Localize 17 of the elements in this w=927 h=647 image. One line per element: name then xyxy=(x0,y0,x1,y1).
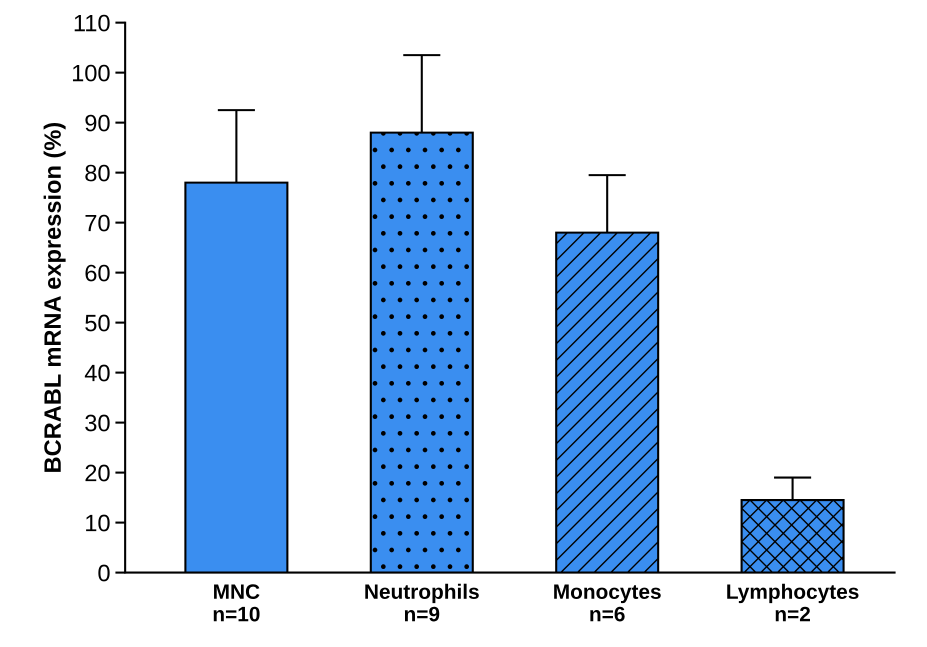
y-tick-label: 30 xyxy=(85,414,110,432)
x-tick-label: Neutrophils n=9 xyxy=(365,584,479,622)
y-tick-label: 10 xyxy=(86,514,110,532)
y-axis-title: BCRABL mRNA expression (%) xyxy=(44,122,66,472)
y-tick-label: 100 xyxy=(72,64,110,82)
y-tick-label: 90 xyxy=(85,114,110,132)
y-tick-label: 110 xyxy=(74,14,110,32)
y-tick-label: 50 xyxy=(85,314,110,332)
x-tick-label: Monocytes n=6 xyxy=(554,584,661,622)
y-tick-label: 0 xyxy=(98,564,110,582)
y-tick-label: 70 xyxy=(86,214,110,232)
y-tick-label: 80 xyxy=(85,164,110,182)
y-tick-label: 20 xyxy=(85,464,110,482)
x-tick-label: MNC n=10 xyxy=(214,584,260,622)
x-tick-label: Lymphocytes n=2 xyxy=(727,584,858,622)
y-tick-label: 60 xyxy=(86,264,110,282)
y-tick-label: 40 xyxy=(84,364,110,382)
